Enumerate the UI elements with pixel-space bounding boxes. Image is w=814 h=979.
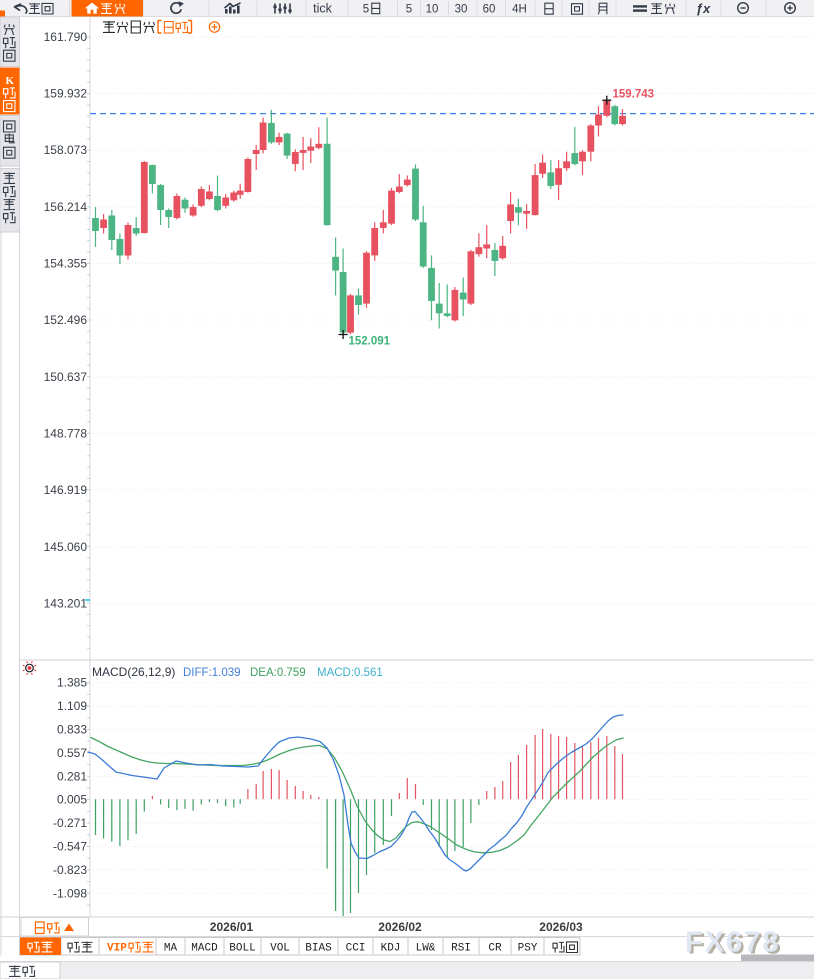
svg-text:2026/03: 2026/03 <box>539 920 583 934</box>
svg-text:KDJ: KDJ <box>381 943 401 955</box>
svg-text:10: 10 <box>426 3 439 15</box>
svg-text:148.778: 148.778 <box>44 427 88 441</box>
svg-text:LW&: LW& <box>416 943 436 955</box>
svg-text:145.060: 145.060 <box>44 540 88 554</box>
svg-text:CCI: CCI <box>346 943 366 955</box>
svg-text:-0.547: -0.547 <box>53 840 87 854</box>
svg-text:2026/01: 2026/01 <box>210 920 254 934</box>
svg-text:DEA:0.759: DEA:0.759 <box>250 667 306 679</box>
svg-text:156.214: 156.214 <box>44 200 88 214</box>
svg-text:2026/02: 2026/02 <box>378 920 422 934</box>
svg-text:152.496: 152.496 <box>44 313 88 327</box>
svg-text:MACD:0.561: MACD:0.561 <box>317 667 383 679</box>
svg-text:RSI: RSI <box>451 943 471 955</box>
svg-text:154.355: 154.355 <box>44 257 88 271</box>
svg-text:tick: tick <box>313 2 333 16</box>
svg-text:-1.098: -1.098 <box>53 886 87 900</box>
svg-text:159.743: 159.743 <box>613 89 655 101</box>
svg-text:159.932: 159.932 <box>44 87 88 101</box>
svg-text:158.073: 158.073 <box>44 143 88 157</box>
svg-text:MACD: MACD <box>191 943 218 955</box>
svg-text:1.109: 1.109 <box>57 699 87 713</box>
svg-text:BOLL: BOLL <box>229 943 255 955</box>
svg-text:0.833: 0.833 <box>57 723 87 737</box>
svg-text:143.201: 143.201 <box>44 597 88 611</box>
svg-text:FX678: FX678 <box>685 927 780 959</box>
svg-text:150.637: 150.637 <box>44 370 88 384</box>
svg-text:0.281: 0.281 <box>57 769 87 783</box>
svg-text:1.385: 1.385 <box>57 676 87 690</box>
svg-text:60: 60 <box>483 3 496 15</box>
svg-text:0.557: 0.557 <box>57 746 87 760</box>
svg-text:-0.271: -0.271 <box>53 816 87 830</box>
svg-text:PSY: PSY <box>518 943 538 955</box>
svg-text:-0.823: -0.823 <box>53 863 87 877</box>
svg-text:VOL: VOL <box>270 943 290 955</box>
svg-text:5: 5 <box>406 3 412 15</box>
svg-text:BIAS: BIAS <box>305 943 332 955</box>
svg-text:K: K <box>6 75 15 87</box>
svg-text:VIP: VIP <box>107 943 127 955</box>
svg-text:161.790: 161.790 <box>44 30 88 44</box>
svg-text:ƒx: ƒx <box>696 1 711 16</box>
svg-text:152.091: 152.091 <box>349 336 391 348</box>
svg-text:DIFF:1.039: DIFF:1.039 <box>183 667 241 679</box>
svg-text:30: 30 <box>455 3 468 15</box>
svg-text:146.919: 146.919 <box>44 483 88 497</box>
svg-text:5: 5 <box>363 3 369 15</box>
svg-text:4H: 4H <box>512 3 527 15</box>
svg-text:MA: MA <box>164 943 178 955</box>
svg-text:0.005: 0.005 <box>57 793 87 807</box>
svg-text:CR: CR <box>488 943 502 955</box>
svg-text:MACD(26,12,9): MACD(26,12,9) <box>92 665 175 679</box>
